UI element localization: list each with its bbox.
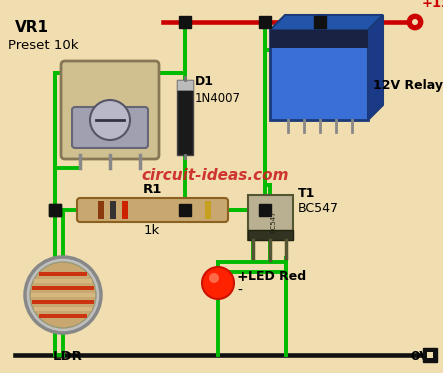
Bar [177, 80, 193, 155]
Bar [427, 352, 433, 358]
Text: VR1: VR1 [15, 20, 49, 35]
Bar [32, 300, 94, 304]
Bar [39, 314, 87, 318]
Polygon shape [270, 15, 383, 30]
Bar [177, 80, 193, 90]
Bar [32, 286, 94, 290]
Circle shape [90, 100, 130, 140]
Bar [34, 279, 92, 283]
Text: 1N4007: 1N4007 [195, 92, 241, 105]
Text: circuit-ideas.com: circuit-ideas.com [141, 167, 289, 182]
Text: LDR: LDR [53, 350, 83, 363]
Text: 1k: 1k [144, 224, 160, 237]
Text: 0V: 0V [410, 350, 430, 363]
FancyBboxPatch shape [270, 30, 368, 120]
Circle shape [202, 267, 234, 299]
Bar [270, 30, 368, 48]
Circle shape [25, 257, 101, 333]
Bar [122, 201, 128, 219]
FancyBboxPatch shape [61, 61, 159, 159]
Circle shape [408, 15, 422, 29]
Text: +12V: +12V [422, 0, 443, 10]
Text: 12V Relay: 12V Relay [373, 78, 443, 91]
Text: LED Red: LED Red [248, 270, 306, 283]
Bar [31, 293, 95, 297]
Text: D1: D1 [195, 75, 214, 88]
Circle shape [209, 273, 219, 283]
Bar [34, 307, 92, 311]
Bar [205, 201, 211, 219]
Bar [98, 201, 104, 219]
Circle shape [30, 262, 96, 328]
Bar [110, 201, 116, 219]
Circle shape [412, 19, 418, 25]
FancyBboxPatch shape [77, 198, 228, 222]
Text: R1: R1 [142, 183, 162, 196]
Polygon shape [368, 15, 383, 120]
Bar [248, 230, 293, 240]
Text: +: + [237, 270, 249, 284]
Text: BC547: BC547 [298, 202, 339, 215]
Text: Preset 10k: Preset 10k [8, 39, 78, 52]
Bar [39, 272, 87, 276]
Text: T1: T1 [298, 187, 315, 200]
FancyBboxPatch shape [72, 107, 148, 148]
Text: BC547: BC547 [270, 211, 276, 233]
Bar [248, 195, 293, 240]
Text: -: - [237, 284, 242, 298]
